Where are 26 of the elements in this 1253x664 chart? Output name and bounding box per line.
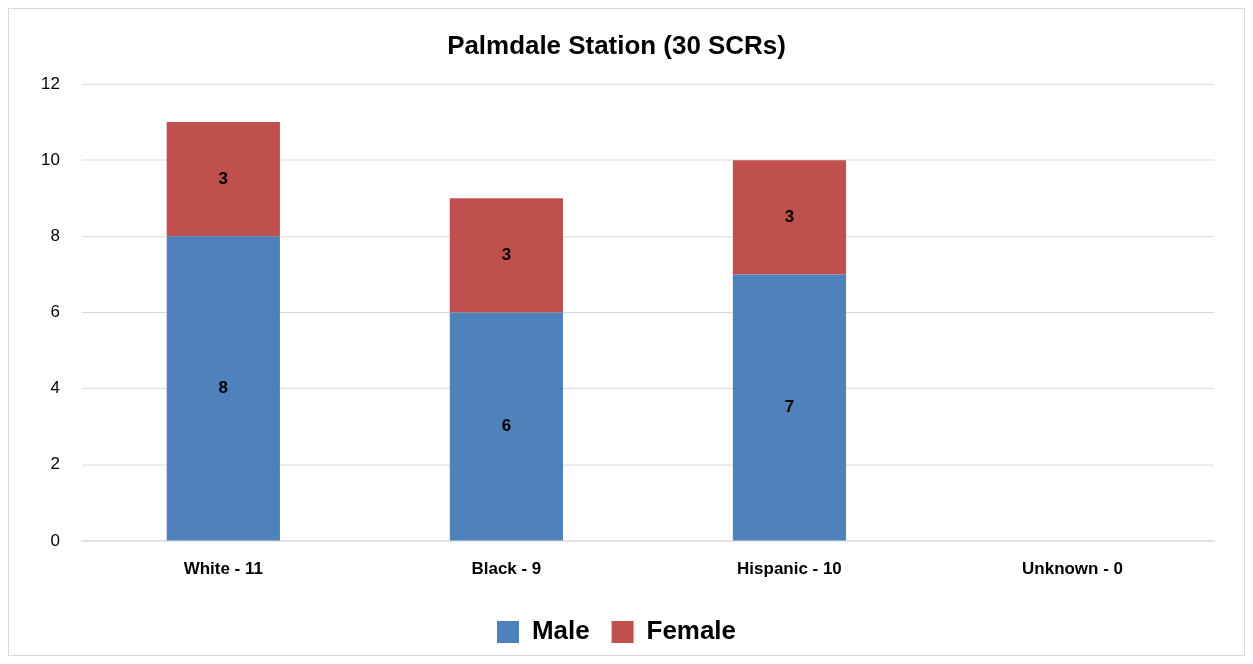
y-tick-label: 4 [50,378,60,398]
x-tick-label: Unknown - 0 [1022,558,1123,578]
y-tick-label: 12 [40,73,60,93]
data-label: 7 [784,397,795,417]
y-tick-label: 2 [50,454,60,474]
data-label: 3 [784,206,795,226]
chart-title: Palmdale Station (30 SCRs) [447,30,786,59]
bar [732,274,847,541]
y-tick-label: 10 [40,149,60,169]
bar [732,160,847,275]
y-tick-label: 6 [50,302,60,322]
bar [449,198,563,313]
bar [166,122,280,237]
legend-label: Male [531,616,590,645]
data-label: 6 [501,416,512,436]
legend-label: Female [646,616,736,645]
x-tick-label: Black - 9 [471,558,542,578]
data-label: 3 [218,168,229,188]
x-tick-label: White - 11 [183,558,263,578]
data-label: 8 [218,378,229,398]
y-tick-label: 8 [50,225,60,245]
data-label: 3 [501,245,512,265]
bar [166,236,280,541]
bar [449,312,563,541]
y-tick-label: 0 [50,530,60,550]
x-tick-label: Hispanic - 10 [737,558,842,578]
